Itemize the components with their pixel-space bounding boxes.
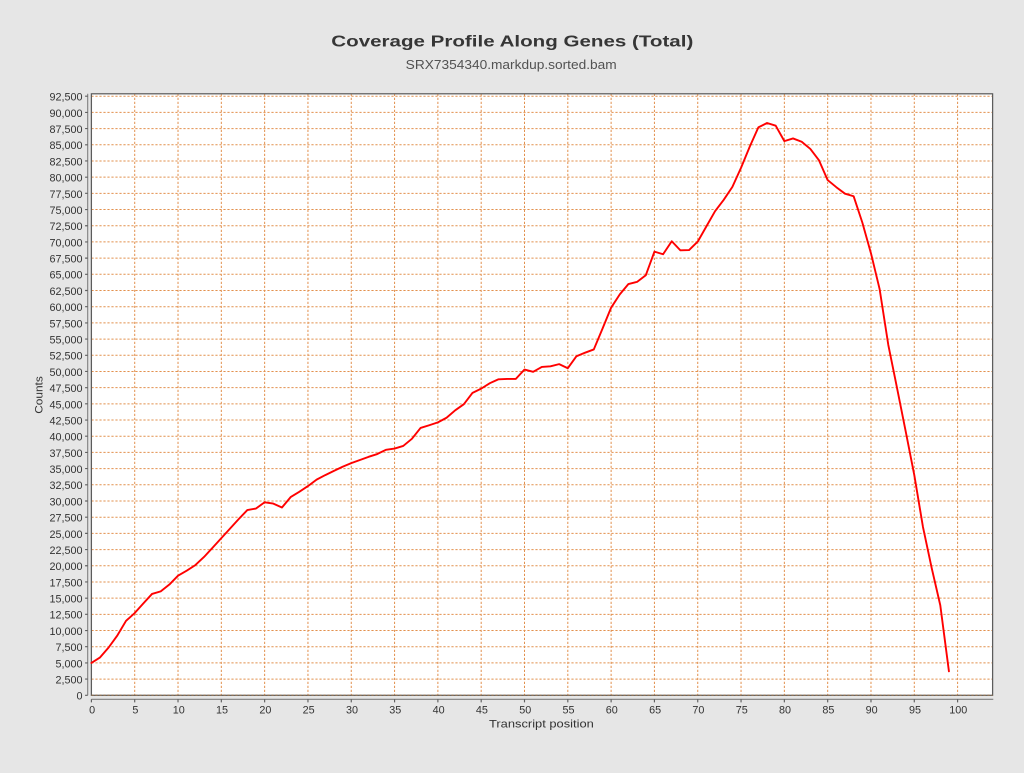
svg-text:70: 70 (692, 705, 704, 717)
svg-text:45: 45 (476, 705, 488, 717)
svg-text:47,500: 47,500 (49, 383, 82, 395)
svg-text:80,000: 80,000 (49, 173, 82, 185)
svg-text:12,500: 12,500 (49, 610, 82, 622)
svg-text:75,000: 75,000 (49, 205, 82, 217)
svg-text:82,500: 82,500 (49, 156, 82, 168)
svg-text:45,000: 45,000 (49, 399, 82, 411)
svg-text:0: 0 (89, 705, 95, 717)
svg-text:62,500: 62,500 (49, 286, 82, 298)
svg-text:67,500: 67,500 (49, 254, 82, 266)
svg-text:27,500: 27,500 (49, 513, 82, 525)
svg-text:2,500: 2,500 (55, 675, 82, 687)
svg-text:22,500: 22,500 (49, 545, 82, 557)
svg-text:10,000: 10,000 (49, 626, 82, 638)
svg-text:52,500: 52,500 (49, 351, 82, 363)
svg-text:72,500: 72,500 (49, 221, 82, 233)
svg-text:92,500: 92,500 (49, 92, 82, 104)
svg-text:35,000: 35,000 (49, 464, 82, 476)
svg-text:25,000: 25,000 (49, 529, 82, 541)
svg-text:90,000: 90,000 (49, 108, 82, 120)
svg-text:70,000: 70,000 (49, 237, 82, 249)
svg-text:0: 0 (76, 691, 82, 703)
svg-text:57,500: 57,500 (49, 318, 82, 330)
svg-text:75: 75 (736, 705, 748, 717)
svg-text:60: 60 (606, 705, 618, 717)
svg-text:40: 40 (433, 705, 445, 717)
svg-text:55: 55 (563, 705, 575, 717)
svg-text:42,500: 42,500 (49, 415, 82, 427)
svg-text:60,000: 60,000 (49, 302, 82, 314)
svg-text:87,500: 87,500 (49, 124, 82, 136)
svg-text:17,500: 17,500 (49, 577, 82, 589)
svg-text:95: 95 (909, 705, 921, 717)
svg-text:85: 85 (822, 705, 834, 717)
svg-text:7,500: 7,500 (55, 642, 82, 654)
svg-text:SRX7354340.markdup.sorted.bam: SRX7354340.markdup.sorted.bam (406, 58, 617, 72)
svg-text:40,000: 40,000 (49, 432, 82, 444)
svg-text:5: 5 (132, 705, 138, 717)
svg-text:65,000: 65,000 (49, 270, 82, 282)
svg-text:85,000: 85,000 (49, 140, 82, 152)
svg-text:Transcript position: Transcript position (489, 719, 594, 731)
svg-text:90: 90 (866, 705, 878, 717)
svg-text:35: 35 (389, 705, 401, 717)
svg-text:37,500: 37,500 (49, 448, 82, 460)
svg-text:30,000: 30,000 (49, 496, 82, 508)
svg-text:10: 10 (173, 705, 185, 717)
svg-text:15: 15 (216, 705, 228, 717)
svg-text:30: 30 (346, 705, 358, 717)
svg-text:Counts: Counts (34, 376, 46, 414)
svg-text:65: 65 (649, 705, 661, 717)
svg-text:50: 50 (519, 705, 531, 717)
svg-text:15,000: 15,000 (49, 594, 82, 606)
svg-text:100: 100 (949, 705, 967, 717)
svg-text:50,000: 50,000 (49, 367, 82, 379)
svg-text:5,000: 5,000 (55, 658, 82, 670)
svg-text:20: 20 (259, 705, 271, 717)
svg-text:32,500: 32,500 (49, 480, 82, 492)
svg-text:25: 25 (303, 705, 315, 717)
svg-text:Coverage Profile Along Genes (: Coverage Profile Along Genes (Total) (331, 33, 693, 50)
svg-text:20,000: 20,000 (49, 561, 82, 573)
svg-text:80: 80 (779, 705, 791, 717)
svg-text:77,500: 77,500 (49, 189, 82, 201)
svg-text:55,000: 55,000 (49, 334, 82, 346)
